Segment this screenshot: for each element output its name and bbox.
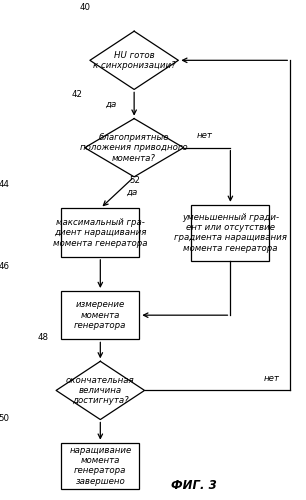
Text: 52: 52	[129, 176, 140, 186]
FancyBboxPatch shape	[191, 204, 269, 260]
Text: 48: 48	[38, 333, 49, 342]
Text: наращивание
момента
генератора
завершено: наращивание момента генератора завершено	[69, 446, 132, 486]
Text: благоприятные
положения приводного
момента?: благоприятные положения приводного момен…	[80, 133, 188, 162]
Text: окончательная
величина
достигнута?: окончательная величина достигнута?	[66, 376, 135, 406]
Text: да: да	[126, 188, 137, 197]
Text: 40: 40	[80, 3, 91, 12]
Text: максимальный гра-
диент наращивания
момента генератора: максимальный гра- диент наращивания моме…	[53, 218, 147, 248]
Polygon shape	[90, 31, 178, 90]
Text: HU готов
к синхронизации?: HU готов к синхронизации?	[93, 50, 176, 70]
Text: да: да	[105, 100, 116, 108]
Text: 44: 44	[0, 180, 10, 189]
Text: 42: 42	[72, 90, 83, 99]
Text: ФИГ. 3: ФИГ. 3	[171, 480, 217, 492]
FancyBboxPatch shape	[61, 442, 139, 488]
FancyBboxPatch shape	[61, 291, 139, 340]
Text: 46: 46	[0, 262, 10, 272]
Polygon shape	[85, 118, 184, 177]
Text: уменьшенный гради-
ент или отсутствие
градиента наращивания
момента генератора: уменьшенный гради- ент или отсутствие гр…	[174, 212, 287, 253]
Text: нет: нет	[196, 131, 212, 140]
Polygon shape	[56, 362, 144, 420]
FancyBboxPatch shape	[61, 208, 139, 257]
Text: 50: 50	[0, 414, 10, 423]
Text: нет: нет	[264, 374, 280, 383]
Text: измерение
момента
генератора: измерение момента генератора	[74, 300, 126, 330]
